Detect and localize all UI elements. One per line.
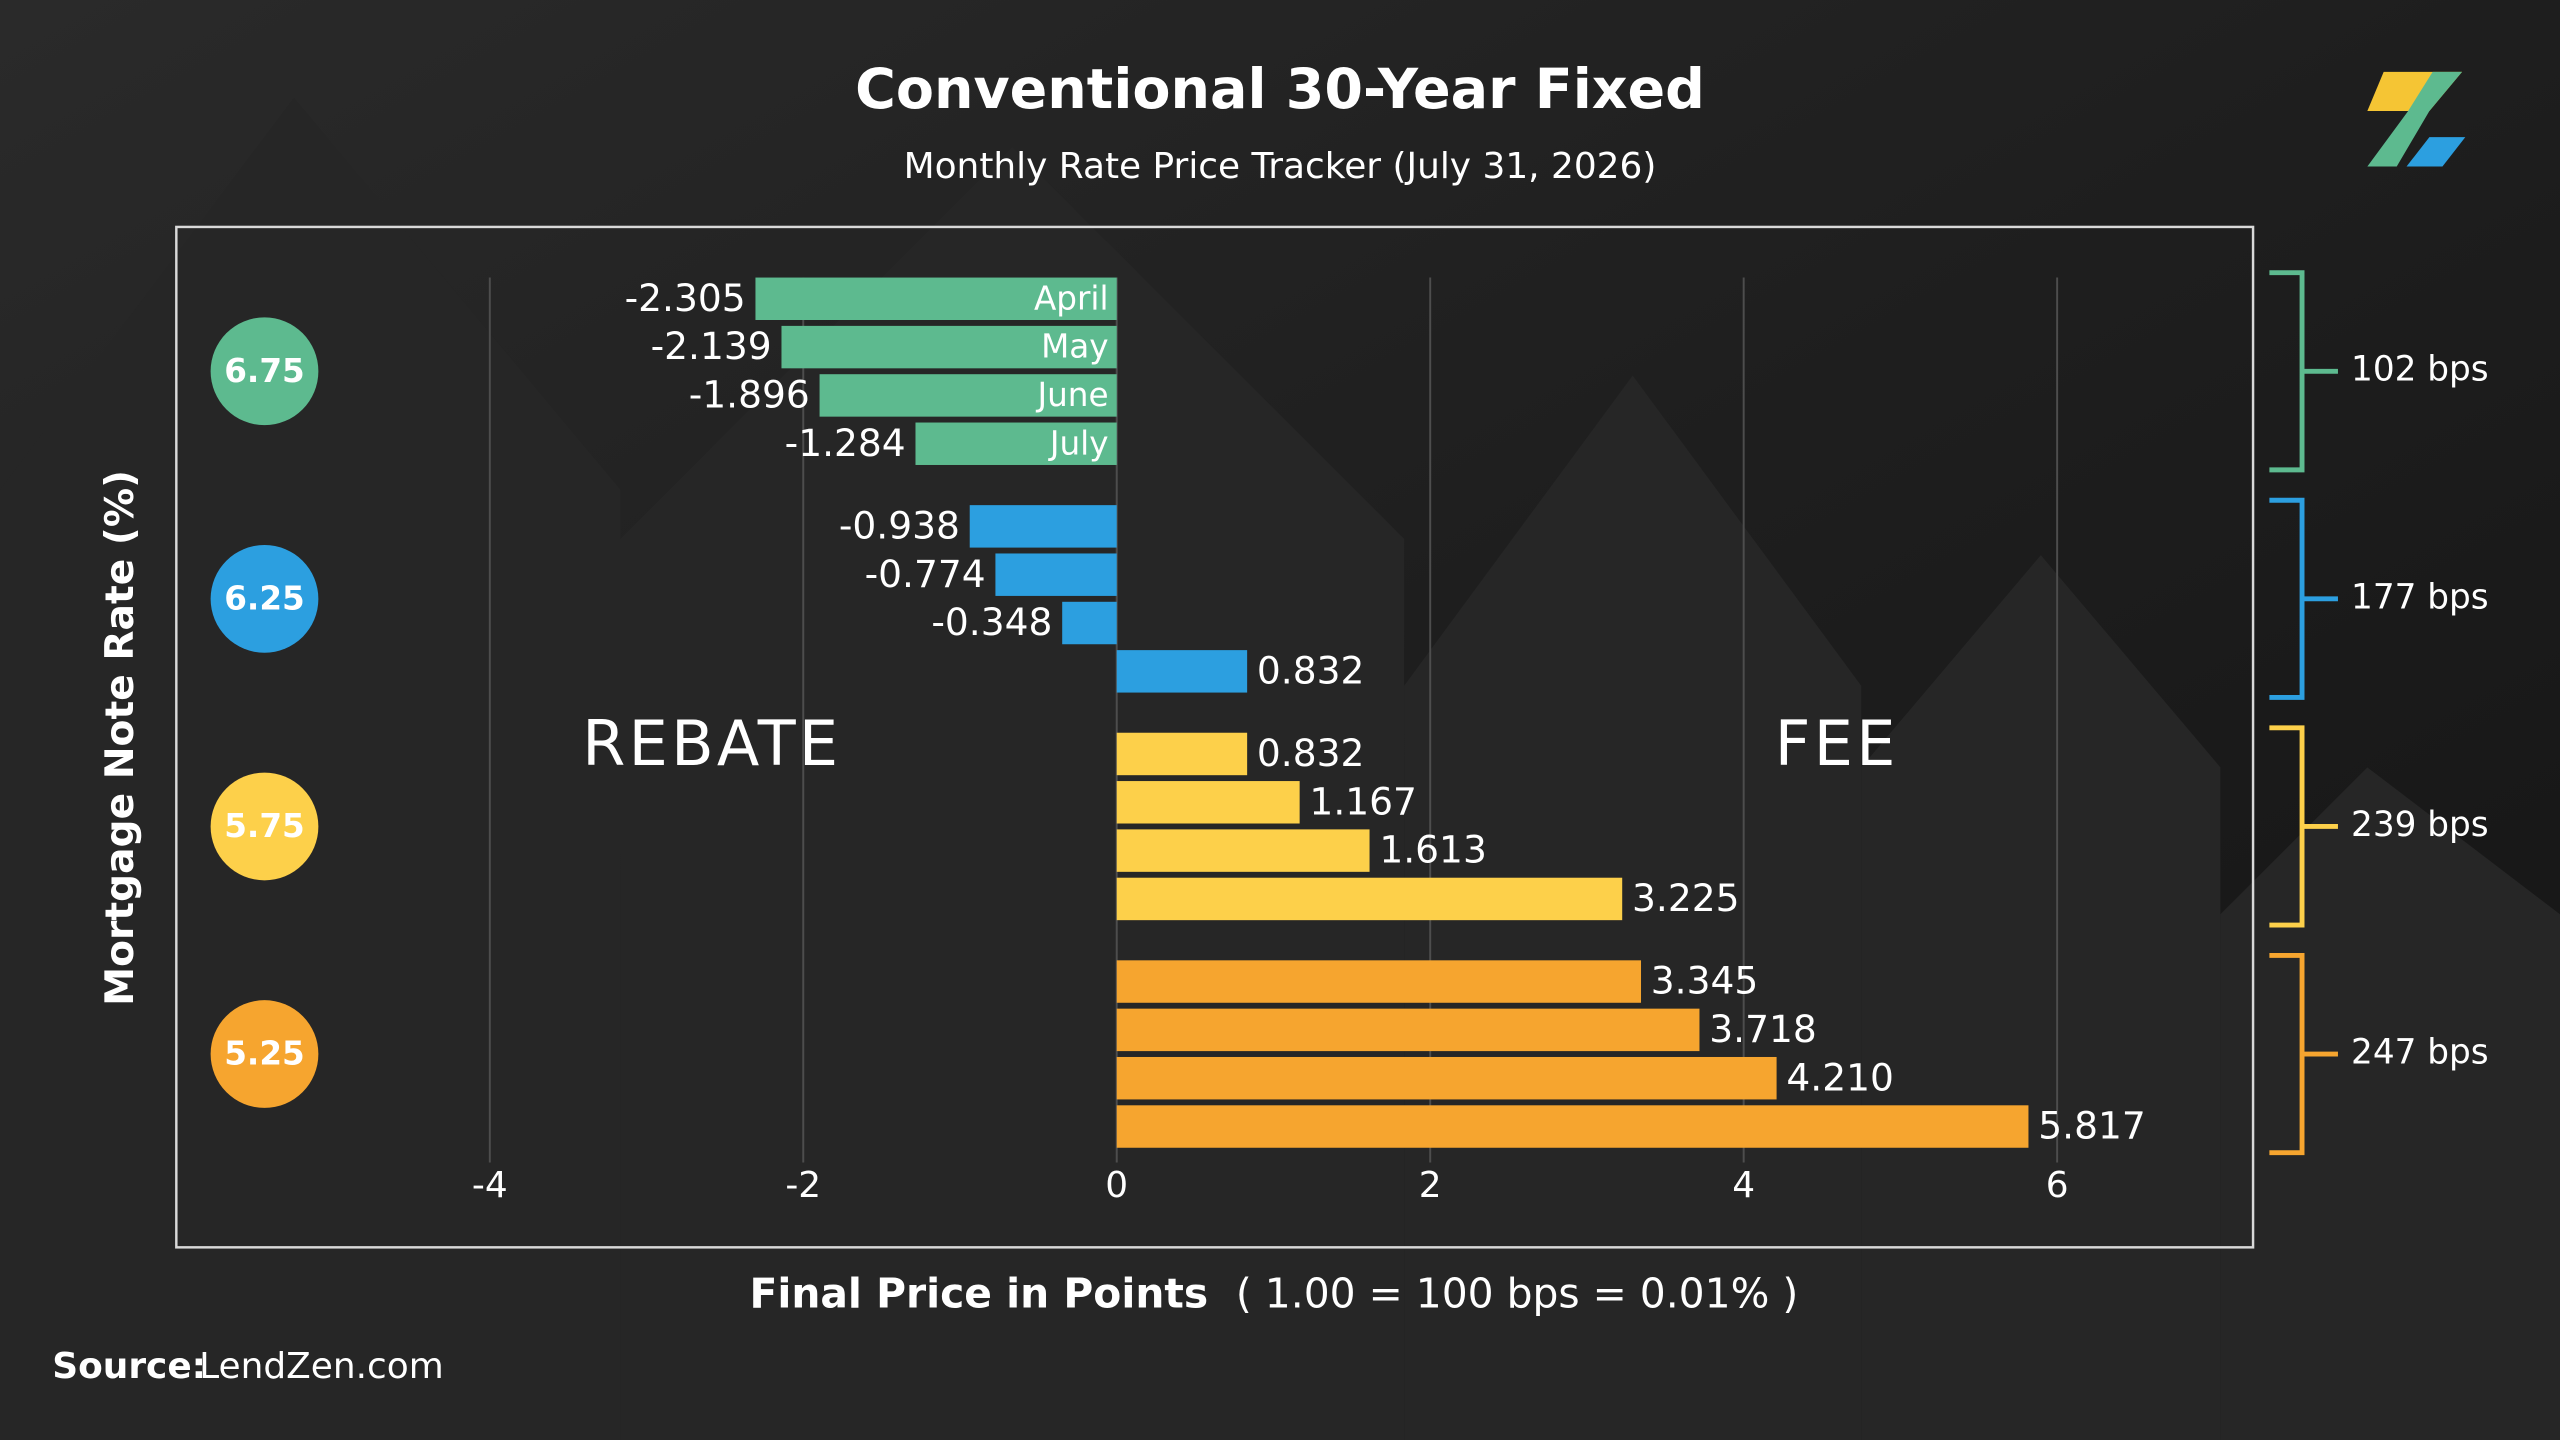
x-tick-label: 2 — [1419, 1165, 1442, 1206]
x-tick-label: 0 — [1105, 1165, 1128, 1206]
bar — [1062, 601, 1117, 645]
bar — [1116, 781, 1300, 824]
bar — [915, 422, 1117, 465]
category-label: May — [1041, 328, 1108, 366]
rate-badge — [210, 317, 319, 426]
value-label: -1.284 — [785, 421, 906, 465]
value-label: 5.817 — [2038, 1104, 2146, 1148]
rebate-label: REBATE — [582, 707, 841, 780]
value-label: -2.139 — [651, 324, 772, 368]
bar — [1116, 877, 1623, 921]
value-label: -0.774 — [865, 552, 986, 596]
bar — [755, 277, 1117, 320]
bar — [969, 505, 1117, 548]
bar — [1116, 829, 1370, 872]
category-label: April — [1034, 279, 1109, 317]
value-label: 1.613 — [1379, 828, 1487, 872]
spread-bracket — [2269, 270, 2338, 473]
spread-label: 102 bps — [2351, 350, 2489, 390]
logo — [2367, 71, 2466, 167]
value-label: -0.938 — [839, 503, 960, 547]
value-label: 0.832 — [1257, 731, 1365, 775]
spread-label: 239 bps — [2351, 805, 2489, 845]
bar — [1116, 1008, 1700, 1052]
plot-frame — [175, 225, 2255, 1249]
spread-bracket — [2269, 725, 2338, 928]
bar — [1116, 960, 1642, 1003]
x-tick-label: 4 — [1732, 1165, 1755, 1206]
bar — [819, 374, 1117, 417]
category-label: July — [1048, 424, 1109, 462]
bar — [781, 325, 1117, 369]
legend-label: 6.25 — [224, 579, 305, 617]
bar — [1116, 650, 1248, 693]
value-label: 3.345 — [1651, 959, 1758, 1003]
spread-label: 177 bps — [2351, 577, 2489, 617]
value-label: 3.225 — [1632, 876, 1739, 920]
value-label: 4.210 — [1786, 1055, 1894, 1099]
rate-badge — [210, 772, 319, 881]
rate-badge — [210, 1000, 319, 1108]
legend-label: 6.75 — [224, 352, 305, 390]
x-tick-label: -4 — [472, 1165, 508, 1206]
legend-label: 5.75 — [224, 807, 305, 845]
y-axis-label: Mortgage Note Rate (%) — [98, 470, 143, 1006]
spread-label: 247 bps — [2351, 1033, 2489, 1073]
value-label: 0.832 — [1257, 648, 1365, 692]
x-tick-label: -2 — [785, 1165, 821, 1206]
chart-title: Conventional 30-Year Fixed — [855, 57, 1705, 122]
value-label: 1.167 — [1309, 779, 1417, 823]
value-label: -1.896 — [689, 373, 810, 417]
value-label: 3.718 — [1709, 1007, 1817, 1051]
spread-bracket — [2269, 497, 2338, 700]
bar — [1116, 732, 1248, 776]
x-tick-label: 6 — [2046, 1165, 2069, 1206]
category-label: June — [1035, 376, 1108, 414]
bar — [995, 553, 1117, 596]
bar — [1116, 1105, 2029, 1148]
legend-label: 5.25 — [224, 1035, 305, 1073]
value-label: -0.348 — [931, 600, 1052, 644]
chart-subtitle: Monthly Rate Price Tracker (July 31, 202… — [904, 146, 1657, 187]
rate-badge — [210, 544, 319, 653]
x-axis-label: Final Price in Points — [750, 1269, 1209, 1317]
fee-label: FEE — [1775, 707, 1899, 780]
source: LendZen.com — [199, 1346, 444, 1387]
x-axis-note: ( 1.00 = 100 bps = 0.01% ) — [1236, 1269, 1798, 1317]
source-label: Source: — [52, 1346, 206, 1387]
value-label: -2.305 — [625, 276, 746, 320]
spread-bracket — [2269, 952, 2338, 1156]
bar — [1116, 1056, 1777, 1100]
